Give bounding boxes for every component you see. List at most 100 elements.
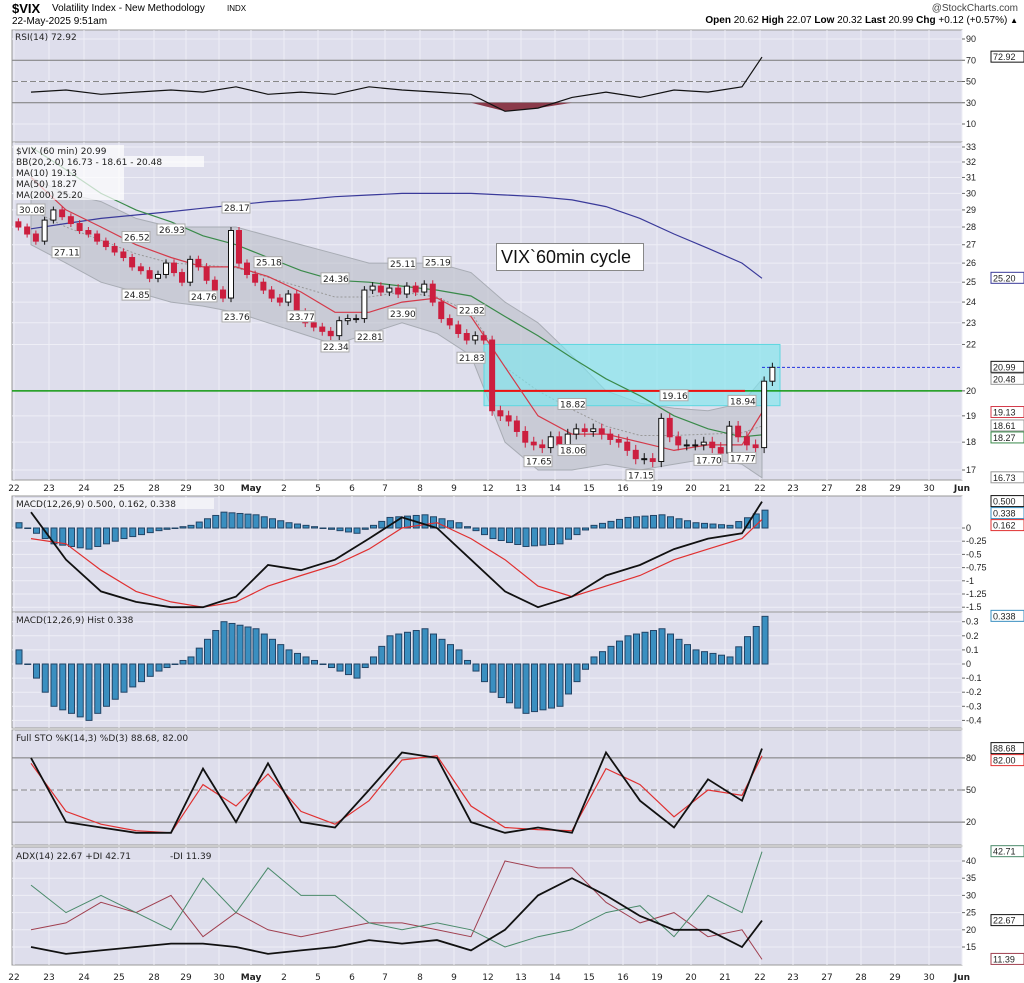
candle [692,444,699,447]
macd-tick-label: -1 [966,576,974,586]
value-tag [990,471,1024,484]
price-label-box [727,394,757,407]
price-label: 24.76 [191,293,217,303]
price-label-box [557,397,587,410]
macd-histogram-bar [590,524,598,529]
price-label-box [727,451,757,464]
candle [438,301,445,320]
hist-bar [228,622,236,665]
bottom-x-label: 12 [482,973,493,983]
candle [556,436,563,446]
hist-tick-label: 0.3 [966,617,979,627]
candle [120,251,127,259]
price-label-box [16,203,46,216]
price-x-label: 15 [583,484,594,494]
low-value: 20.32 [837,15,863,26]
low-label: Low [814,15,835,26]
price-x-label: 5 [315,484,321,494]
hist-bar [624,635,632,665]
price-label: 22.82 [459,307,485,317]
hist-bar [336,663,344,672]
price-x-label: 22 [8,484,19,494]
candle [137,266,144,272]
bottom-x-label: 29 [889,973,901,983]
up-arrow-icon: ▲ [1010,16,1018,25]
hist-bar [726,656,734,665]
price-tick-label: 20 [966,386,976,396]
sto-tick-label: 50 [966,785,976,795]
price-label: 23.77 [289,313,315,323]
value-tag [990,754,1024,767]
candle [675,436,682,446]
hist-bar [120,663,128,693]
macd-histogram-bar [220,511,228,529]
price-label: 28.17 [224,204,250,214]
hist-bar [50,663,58,707]
price-x-label: 30 [213,484,225,494]
price-legend-item: $VIX (60 min) 20.99 [16,147,107,157]
price-tick-label: 19 [966,411,976,421]
price-x-label: 30 [923,484,935,494]
hist-bar [438,638,446,665]
macd-histogram-bar [506,527,513,544]
macd-histogram-bar [33,527,40,534]
candle [761,380,768,449]
macd-histogram-bar [345,527,352,533]
bottom-x-label: 22 [8,973,19,983]
hist-bar [667,633,674,665]
candle [129,257,136,268]
hist-bar [633,633,640,665]
hist-bar [103,663,110,707]
candle [228,230,234,299]
price-tick-label: 29 [966,205,976,215]
hist-bar [212,630,220,665]
candle [171,262,177,274]
hist-bar [285,649,293,665]
macd-histogram-bar [94,527,102,547]
hist-bar [68,663,75,714]
price-label-box [221,201,251,214]
macd-histogram-bar [277,520,285,529]
candle [421,283,428,293]
hist-bar [24,663,32,665]
price-label: 27.11 [54,249,80,259]
value-tag [990,845,1024,858]
macd-tick-label: -0.25 [966,536,987,546]
macd-histogram-bar [514,527,522,545]
hist-bar [146,663,154,677]
macd-histogram-bar [294,523,301,529]
macd-histogram-bar [179,526,187,529]
price-x-label: 28 [855,484,867,494]
macd-histogram-bar [455,522,463,529]
price-x-label: 14 [549,484,561,494]
bottom-x-label: 25 [113,973,124,983]
price-label-box [51,246,81,259]
macd-histogram-bar [319,527,327,529]
price-x-label: 23 [43,484,54,494]
macd-histogram-bar [582,527,589,531]
candle [361,289,368,320]
adx-tick-label: 40 [966,856,976,866]
candle [446,318,453,326]
legend-bg [14,156,204,167]
macd-histogram-bar [735,521,743,529]
value-tag-text: 25.20 [993,273,1016,283]
hist-bar [752,625,760,665]
value-tag [990,360,1024,373]
minus-di-line [30,860,763,960]
price-label: 23.90 [390,310,416,320]
candle [489,339,496,412]
hist-bar [472,663,480,672]
panel-adx [11,846,963,966]
candle [743,436,750,446]
hist-bar [692,649,700,665]
macd-legend: MACD(12,26,9) 0.500, 0.162, 0.338 [16,500,176,510]
bottom-x-label: 6 [349,973,355,983]
candle [649,458,656,462]
hist-bar [744,636,751,665]
price-tick-label: 33 [966,142,976,152]
price-label: 25.19 [425,259,451,269]
bottom-x-label: May [241,973,262,983]
price-label: 24.85 [124,291,150,301]
exchange: INDX [227,4,247,13]
